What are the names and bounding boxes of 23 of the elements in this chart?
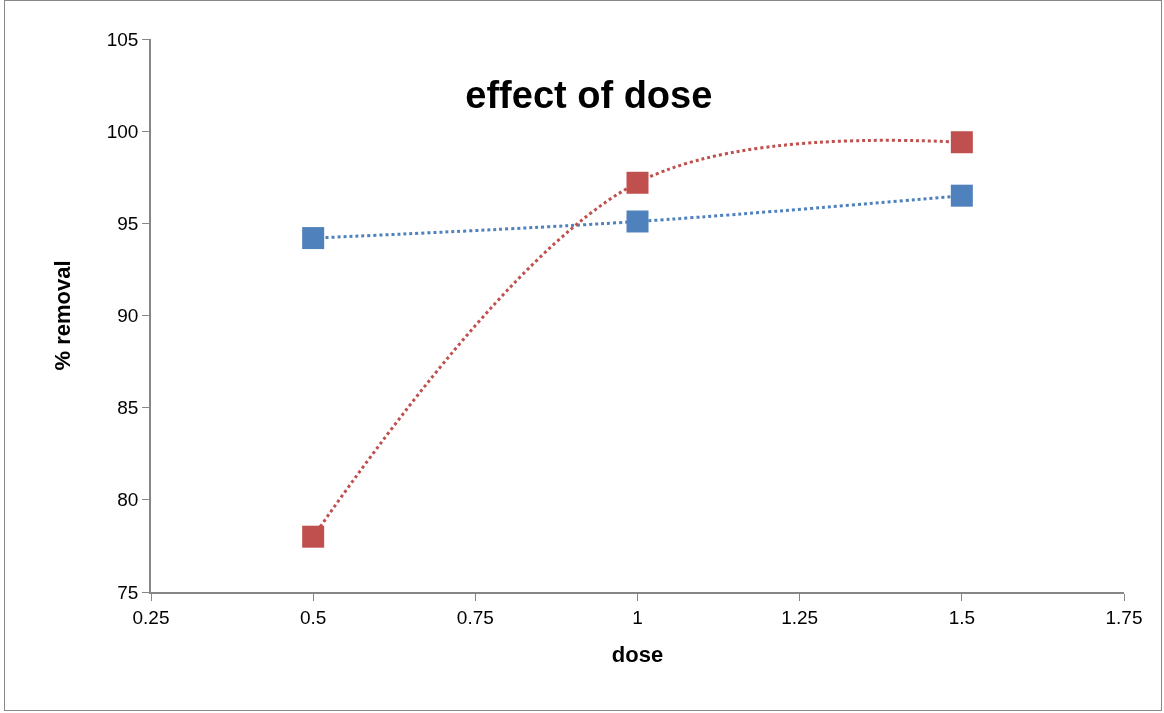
- point: [626, 171, 649, 194]
- y-tick-label: 105: [106, 28, 139, 50]
- x-axis-title: dose: [611, 641, 664, 667]
- point: [302, 227, 325, 250]
- x-tick-label: 1: [632, 606, 643, 628]
- x-tick-label: 1.25: [781, 606, 819, 628]
- y-tick-label: 90: [117, 305, 139, 327]
- x-tick-label: 0.75: [456, 606, 494, 628]
- text: effect of dose: [465, 73, 713, 116]
- x-tick-label: 1.75: [1105, 606, 1143, 628]
- y-axis-title: % removal: [50, 260, 76, 371]
- y-tick-label: 100: [106, 120, 139, 142]
- point: [950, 131, 973, 154]
- y-tick-label: 75: [117, 581, 139, 603]
- point: [302, 525, 325, 548]
- point: [950, 184, 973, 207]
- y-tick-label: 80: [117, 489, 139, 511]
- point: [626, 210, 649, 233]
- y-tick-label: 85: [117, 397, 139, 419]
- x-tick-label: 0.25: [132, 606, 170, 628]
- x-tick-label: 1.5: [948, 606, 976, 628]
- y-tick-label: 95: [117, 212, 139, 234]
- x-tick-label: 0.5: [299, 606, 327, 628]
